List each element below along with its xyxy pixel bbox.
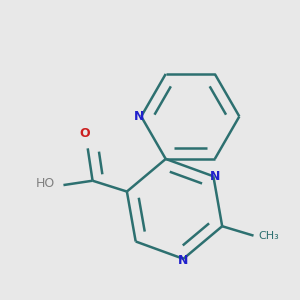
- Text: N: N: [178, 254, 188, 267]
- Text: HO: HO: [36, 177, 55, 190]
- Text: CH₃: CH₃: [258, 231, 279, 241]
- Text: O: O: [79, 127, 90, 140]
- Text: N: N: [210, 170, 220, 183]
- Text: N: N: [134, 110, 145, 123]
